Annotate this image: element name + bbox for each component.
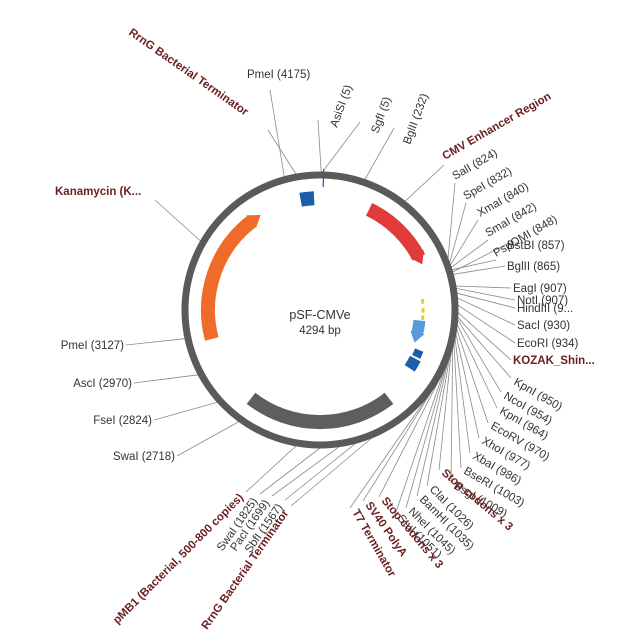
leader-line [451,259,497,271]
leader-line [426,357,451,487]
leader-line [457,304,516,344]
leader-line [378,374,443,498]
restriction-site-label: SwaI (2718) [113,451,175,463]
leader-line [456,329,489,424]
restriction-site-label: BstBI (857) [507,240,565,252]
leader-line [450,219,479,266]
leader-line [125,338,186,346]
restriction-site-label: NotI (907) [517,295,568,307]
leader-line [154,199,201,242]
leader-line [449,202,467,263]
insert-element-arc [411,319,426,336]
restriction-site-label: FseI (2824) [93,415,152,427]
restriction-site-label: EagI (907) [513,283,567,295]
restriction-site-label: AsiSI (5) [329,83,355,129]
leader-line [133,374,199,384]
leader-line [405,365,447,509]
leader-line [364,127,395,180]
leader-line [438,352,452,471]
terminator-block-2 [404,355,421,372]
leader-line [362,378,440,502]
leader-line [176,421,240,457]
leader-line [457,319,502,393]
leader-line [457,312,512,361]
feature-label: RrnG Bacterial Terminator [126,27,250,119]
restriction-site-label: HindIII (9... [517,303,573,315]
leader-line [450,347,454,484]
leader-line [416,361,449,497]
leader-line [457,316,512,379]
leader-line [269,89,285,177]
plasmid-length: 4294 bp [299,325,341,337]
leader-line [453,265,506,275]
leader-line [456,288,516,301]
feature-label: CMV Enhancer Region [441,91,554,163]
kanamycin-arrow [246,215,261,228]
leader-line [456,292,516,309]
insert-element-arrow [410,330,425,343]
leader-line [404,164,445,202]
pmb1-origin-arc [246,392,394,429]
leader-line [245,445,297,493]
restriction-site-label: AscI (2970) [73,378,132,390]
leader-line [317,119,322,173]
leader-lines [125,89,516,516]
leader-line [450,239,489,268]
leader-line [267,129,297,175]
rrng-terminator-top [299,191,315,207]
leader-line [284,442,356,501]
leader-line [322,121,361,173]
leader-line [349,382,438,509]
restriction-site-label: EcoRI (934) [517,338,579,350]
leader-line [454,338,471,454]
feature-label: KOZAK_Shin... [513,355,595,367]
restriction-site-label: BglII (232) [402,92,431,146]
leader-line [457,297,516,326]
restriction-site-label: SacI (930) [517,320,570,332]
restriction-site-label: PmeI (3127) [61,340,124,352]
leader-line [271,446,340,497]
restriction-site-label: SgfI (5) [370,95,394,135]
feature-label: Kanamycin (K... [55,186,141,198]
leader-line [290,437,372,507]
leader-line [455,333,480,439]
feature-arcs [201,169,426,429]
leader-line [456,324,498,409]
plasmid-name: pSF-CMVe [289,308,350,322]
terminator-block-1 [412,348,424,359]
leader-line [447,182,456,259]
plasmid-backbone-circle [181,171,459,449]
cmv-enhancer-arc [365,203,426,261]
cmv-enhancer-arrow [410,250,424,265]
leader-line [259,447,321,495]
kanamycin-arc [201,215,257,341]
restriction-site-label: BglII (865) [507,261,560,273]
leader-line [452,244,506,273]
restriction-site-label: PmeI (4175) [247,69,310,81]
leader-line [394,370,445,516]
leader-line [153,401,218,421]
leader-line [455,285,512,289]
leader-line [453,343,462,469]
